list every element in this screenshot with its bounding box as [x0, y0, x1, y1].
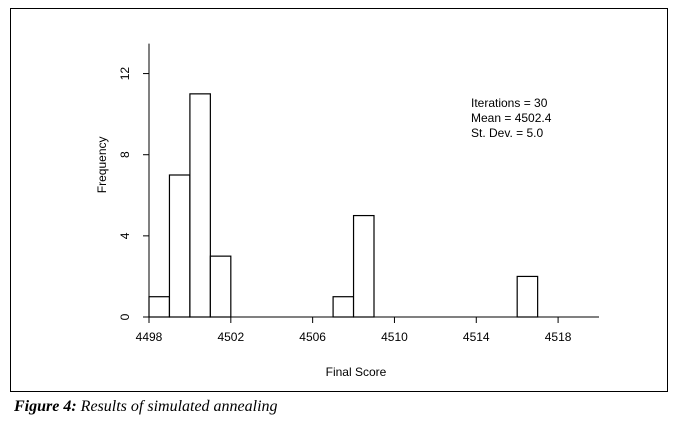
histogram-bar: [352, 214, 375, 318]
y-tick-label: 12: [118, 67, 132, 81]
y-tick-label: 0: [118, 313, 132, 320]
y-tick-label: 8: [118, 151, 132, 158]
histogram-bar: [516, 275, 539, 318]
stats-line: Mean = 4502.4: [471, 111, 552, 125]
x-tick-label: 4498: [136, 330, 163, 344]
figure-caption: Figure 4: Results of simulated annealing: [14, 398, 278, 416]
histogram-bar: [189, 93, 211, 318]
caption-text: Results of simulated annealing: [80, 398, 278, 415]
stats-line: Iterations = 30: [471, 96, 548, 110]
caption-label: Figure 4:: [14, 398, 77, 415]
x-tick-label: 4510: [381, 330, 408, 344]
x-axis-title: Final Score: [326, 365, 387, 379]
stats-line: St. Dev. = 5.0: [471, 126, 543, 140]
x-tick-label: 4514: [463, 330, 490, 344]
y-axis-title: Frequency: [95, 137, 109, 194]
y-tick-label: 4: [118, 232, 132, 239]
histogram-bar: [209, 255, 232, 318]
x-tick-label: 4506: [299, 330, 326, 344]
histogram-bar: [148, 296, 171, 318]
axis-ticks: 4498 4502 4506 4510 4514 4518 0 4 8 12: [118, 67, 572, 344]
histogram-bar: [332, 296, 355, 318]
x-tick-label: 4518: [545, 330, 572, 344]
histogram-bars: [148, 93, 539, 318]
figure-frame: [10, 8, 668, 392]
histogram-bar: [168, 174, 191, 318]
x-tick-label: 4502: [217, 330, 244, 344]
